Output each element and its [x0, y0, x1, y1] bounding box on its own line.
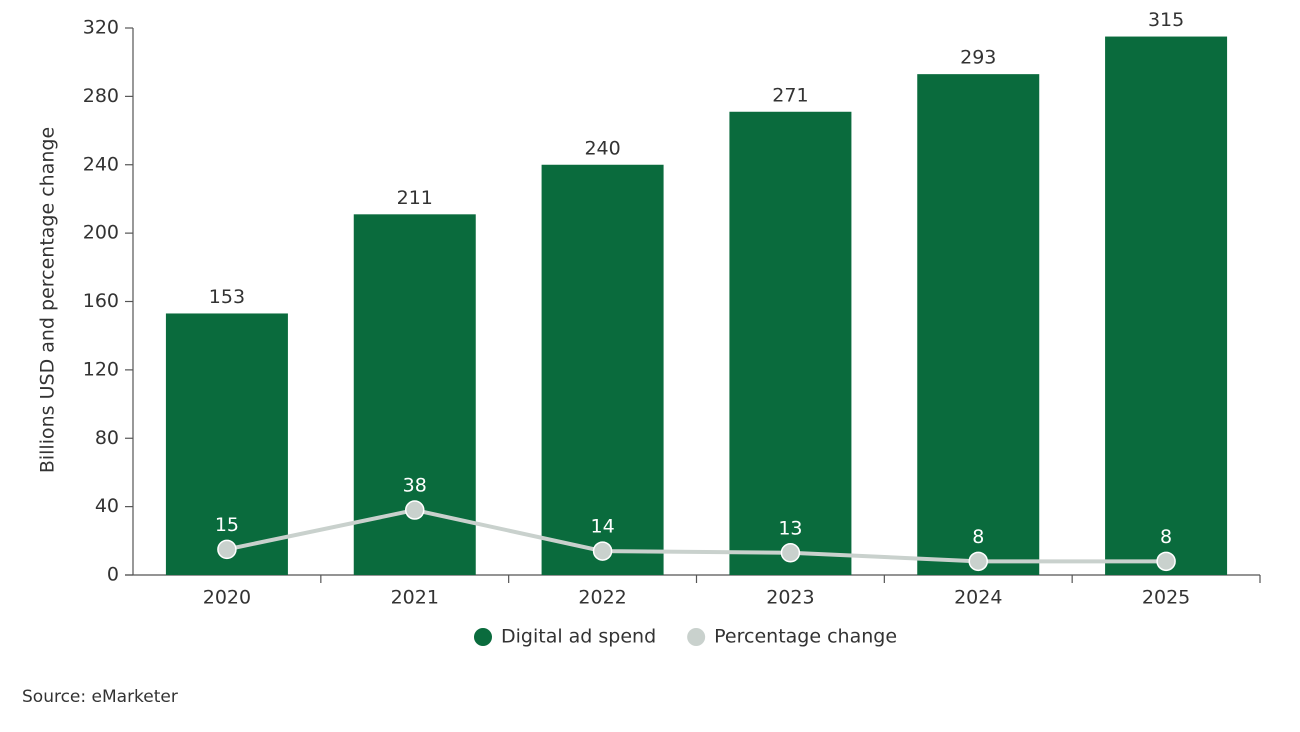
y-tick-label: 120: [83, 358, 119, 380]
bar: [541, 164, 664, 575]
bar: [729, 111, 852, 576]
bar: [165, 313, 288, 575]
line-value-label: 13: [778, 517, 802, 539]
bar-value-label: 153: [209, 286, 245, 308]
line-point: [405, 500, 425, 520]
line-value-label: 8: [1160, 526, 1172, 548]
legend-label: Digital ad spend: [501, 626, 656, 648]
line-value-label: 15: [215, 514, 239, 536]
line: [226, 507, 1167, 564]
x-tick-label: 2022: [578, 587, 626, 609]
bar: [917, 74, 1040, 575]
line-value-label: 38: [403, 475, 427, 497]
bar-value-label: 271: [772, 84, 808, 106]
x-tick-label: 2025: [1142, 587, 1190, 609]
line-point: [592, 541, 613, 561]
x-tick-label: 2020: [203, 587, 251, 609]
bar-value-label: 211: [397, 187, 433, 209]
bar-value-label: 315: [1148, 9, 1184, 31]
x-tick-label: 2021: [391, 587, 439, 609]
line-value-label: 8: [972, 526, 984, 548]
y-tick-label: 320: [83, 17, 119, 39]
y-tick-label: 240: [83, 153, 119, 175]
y-axis-label: Billions USD and percentage change: [37, 127, 59, 473]
line-point: [217, 539, 237, 560]
y-tick-label: 160: [83, 290, 119, 312]
legend-marker: [687, 628, 706, 646]
source: Source: eMarketer: [22, 687, 178, 707]
line-point: [780, 543, 801, 563]
legend-marker: [474, 628, 492, 646]
y-tick-label: 0: [107, 564, 119, 586]
y-tick-label: 280: [83, 85, 119, 107]
line-point: [1156, 551, 1176, 572]
bar: [1105, 36, 1228, 575]
bar-value-label: 293: [960, 47, 996, 69]
y-tick-label: 200: [83, 222, 119, 244]
x-tick-label: 2023: [766, 587, 814, 609]
x-tick-label: 2024: [954, 587, 1002, 609]
line-value-label: 14: [590, 516, 614, 538]
y-tick-label: 80: [95, 427, 119, 449]
y-tick-label: 40: [95, 495, 119, 517]
legend-label: Percentage change: [714, 626, 897, 648]
bar-value-label: 240: [584, 137, 620, 159]
line-point: [968, 551, 988, 572]
